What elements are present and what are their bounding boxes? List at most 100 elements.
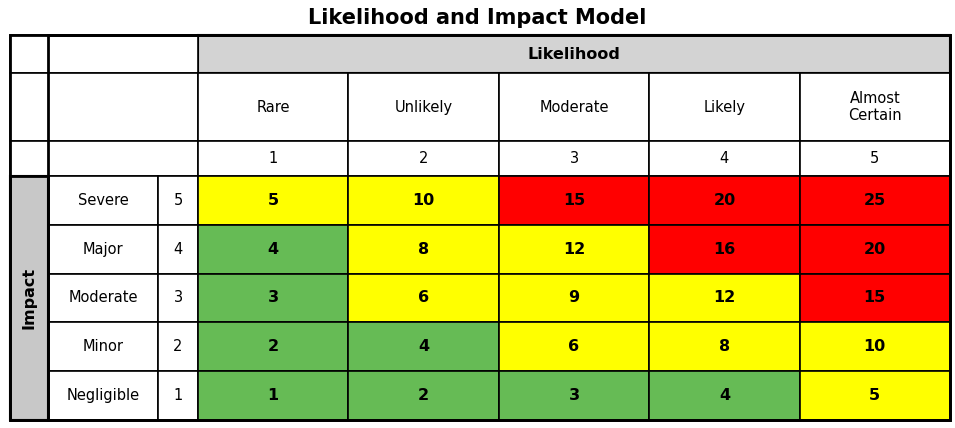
Bar bbox=[10, 176, 48, 420]
Text: 2: 2 bbox=[418, 388, 429, 403]
Text: 1: 1 bbox=[267, 388, 279, 403]
Bar bbox=[158, 176, 198, 225]
Text: 5: 5 bbox=[870, 151, 880, 166]
Bar bbox=[799, 176, 950, 225]
Bar bbox=[48, 35, 950, 420]
Text: 4: 4 bbox=[174, 242, 182, 257]
Bar bbox=[799, 73, 950, 141]
Text: 10: 10 bbox=[413, 193, 435, 208]
Text: 2: 2 bbox=[173, 339, 182, 354]
Text: Likelihood and Impact Model: Likelihood and Impact Model bbox=[308, 8, 647, 28]
Bar bbox=[349, 322, 499, 371]
Text: 2: 2 bbox=[419, 151, 428, 166]
Text: 4: 4 bbox=[720, 151, 729, 166]
Text: 4: 4 bbox=[418, 339, 429, 354]
Bar bbox=[10, 35, 198, 73]
Bar bbox=[649, 176, 799, 225]
Text: 4: 4 bbox=[267, 242, 279, 257]
Bar bbox=[499, 225, 649, 273]
Text: Likely: Likely bbox=[704, 99, 746, 115]
Bar bbox=[10, 73, 198, 141]
Text: Impact: Impact bbox=[22, 267, 36, 329]
Text: Major: Major bbox=[83, 242, 123, 257]
Bar bbox=[198, 141, 349, 176]
Bar bbox=[48, 371, 158, 420]
Bar bbox=[158, 273, 198, 322]
Text: Severe: Severe bbox=[77, 193, 128, 208]
Bar bbox=[349, 176, 499, 225]
Text: 3: 3 bbox=[267, 291, 279, 306]
Text: 15: 15 bbox=[562, 193, 585, 208]
Text: 20: 20 bbox=[863, 242, 886, 257]
Text: 5: 5 bbox=[869, 388, 881, 403]
Text: 3: 3 bbox=[174, 291, 182, 306]
Bar bbox=[649, 322, 799, 371]
Bar bbox=[10, 176, 48, 420]
Bar bbox=[649, 225, 799, 273]
Text: 5: 5 bbox=[174, 193, 182, 208]
Bar bbox=[349, 371, 499, 420]
Bar bbox=[198, 273, 349, 322]
Text: 25: 25 bbox=[863, 193, 886, 208]
Text: 10: 10 bbox=[863, 339, 886, 354]
Text: 6: 6 bbox=[568, 339, 580, 354]
Bar bbox=[158, 371, 198, 420]
Bar bbox=[198, 176, 349, 225]
Bar bbox=[499, 73, 649, 141]
Text: 16: 16 bbox=[713, 242, 735, 257]
Bar bbox=[649, 141, 799, 176]
Text: 8: 8 bbox=[418, 242, 429, 257]
Text: 5: 5 bbox=[267, 193, 279, 208]
Bar bbox=[48, 225, 158, 273]
Text: 1: 1 bbox=[174, 388, 182, 403]
Text: 8: 8 bbox=[719, 339, 730, 354]
Bar bbox=[48, 176, 158, 225]
Text: 2: 2 bbox=[267, 339, 279, 354]
Bar bbox=[48, 322, 158, 371]
Bar bbox=[198, 73, 349, 141]
Text: Moderate: Moderate bbox=[540, 99, 608, 115]
Text: Negligible: Negligible bbox=[67, 388, 139, 403]
Bar bbox=[10, 35, 950, 420]
Bar bbox=[799, 371, 950, 420]
Bar bbox=[499, 176, 649, 225]
Bar bbox=[349, 141, 499, 176]
Bar bbox=[198, 35, 950, 73]
Text: Almost
Certain: Almost Certain bbox=[848, 91, 902, 123]
Bar bbox=[48, 273, 158, 322]
Bar bbox=[649, 371, 799, 420]
Bar bbox=[649, 273, 799, 322]
Text: 12: 12 bbox=[713, 291, 735, 306]
Text: 6: 6 bbox=[418, 291, 429, 306]
Bar bbox=[349, 225, 499, 273]
Text: 3: 3 bbox=[569, 151, 579, 166]
Text: Unlikely: Unlikely bbox=[394, 99, 453, 115]
Bar bbox=[158, 225, 198, 273]
Bar bbox=[499, 322, 649, 371]
Text: Rare: Rare bbox=[257, 99, 290, 115]
Bar bbox=[349, 73, 499, 141]
Text: 12: 12 bbox=[562, 242, 585, 257]
Text: 1: 1 bbox=[268, 151, 278, 166]
Text: 15: 15 bbox=[863, 291, 886, 306]
Text: 20: 20 bbox=[713, 193, 735, 208]
Bar bbox=[499, 141, 649, 176]
Text: 4: 4 bbox=[719, 388, 730, 403]
Bar bbox=[349, 273, 499, 322]
Bar bbox=[158, 322, 198, 371]
Bar bbox=[799, 225, 950, 273]
Bar bbox=[198, 371, 349, 420]
Bar bbox=[499, 273, 649, 322]
Bar bbox=[499, 371, 649, 420]
Bar bbox=[799, 322, 950, 371]
Text: Minor: Minor bbox=[82, 339, 123, 354]
Bar bbox=[799, 141, 950, 176]
Text: 9: 9 bbox=[568, 291, 580, 306]
Bar bbox=[799, 273, 950, 322]
Text: Moderate: Moderate bbox=[68, 291, 138, 306]
Bar bbox=[649, 73, 799, 141]
Bar bbox=[198, 322, 349, 371]
Bar bbox=[198, 225, 349, 273]
Text: Likelihood: Likelihood bbox=[527, 47, 621, 62]
Bar bbox=[10, 141, 198, 176]
